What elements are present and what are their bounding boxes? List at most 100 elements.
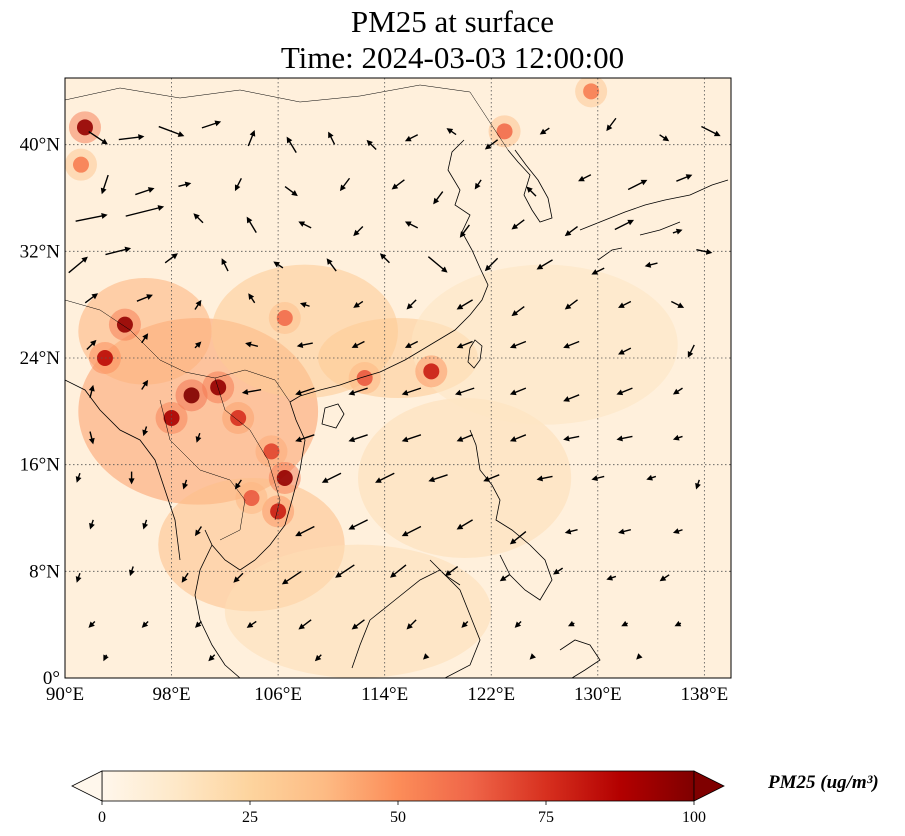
wind-vector-head <box>646 474 653 481</box>
wind-vector-head <box>348 436 356 443</box>
map-time-subtitle: Time: 2024-03-03 12:00:00 <box>280 40 625 75</box>
wind-vector <box>671 300 685 308</box>
wind-vector-shaft <box>118 136 141 141</box>
wind-vector-head <box>636 653 643 660</box>
wind-vector-head <box>246 622 254 628</box>
wind-vector-head <box>234 184 241 192</box>
wind-vector-shaft <box>566 340 580 348</box>
wind-vector <box>298 221 312 229</box>
latitude-tick-label: 16°N <box>20 455 61 476</box>
wind-vector-head <box>249 130 256 137</box>
wind-vector-head <box>351 623 359 630</box>
wind-vector-head <box>677 302 685 308</box>
wind-vector <box>84 293 99 304</box>
wind-vector-shaft <box>341 177 351 189</box>
wind-vector <box>526 186 537 197</box>
longitude-tick-label: 122°E <box>467 684 515 705</box>
wind-vector <box>578 174 592 182</box>
wind-vector-shaft <box>566 394 580 401</box>
wind-vector-head <box>563 396 570 402</box>
colorbar-tick-label: 50 <box>390 809 406 826</box>
wind-vector <box>567 620 575 627</box>
wind-vector-shaft <box>352 387 368 394</box>
wind-vector <box>348 434 368 443</box>
latitude-tick-label: 40°N <box>20 135 61 156</box>
wind-vector <box>88 384 95 398</box>
wind-vector-head <box>81 256 88 263</box>
wind-vector-shaft <box>460 340 473 348</box>
wind-vector-head <box>281 578 289 585</box>
wind-vector <box>208 654 216 662</box>
wind-vector <box>128 471 135 485</box>
wind-vector-head <box>459 231 466 238</box>
wind-vector-head <box>444 570 452 577</box>
wind-vector-shaft <box>447 565 459 575</box>
wind-vector <box>366 139 377 150</box>
wind-vector-shaft <box>701 125 718 135</box>
wind-vector-head <box>484 143 492 150</box>
wind-vector-head <box>616 435 623 442</box>
wind-vector-head <box>138 134 145 141</box>
wind-vector-head <box>75 476 82 483</box>
wind-vector-head <box>241 388 249 395</box>
wind-vector-shaft <box>378 472 395 482</box>
wind-vector-shaft <box>513 340 527 348</box>
wind-vector <box>564 299 578 310</box>
wind-vector <box>404 221 419 229</box>
wind-vector <box>672 434 683 441</box>
wind-vector-head <box>101 213 108 219</box>
pm25-hotspot <box>276 310 293 326</box>
wind-vector-head <box>406 623 413 630</box>
wind-vector-head <box>142 379 149 387</box>
wind-vector <box>299 302 310 308</box>
wind-vector-head <box>351 342 359 348</box>
wind-vector-head <box>88 384 95 392</box>
wind-vector-head <box>234 482 241 490</box>
wind-vector-shaft <box>136 295 150 302</box>
wind-vector-head <box>511 223 519 230</box>
wind-vector <box>563 340 580 349</box>
wind-vector <box>606 117 617 132</box>
wind-vector-head <box>379 253 387 260</box>
haze-region <box>224 544 492 678</box>
wind-vector-head <box>672 388 680 395</box>
wind-vector <box>529 653 536 660</box>
map-panel <box>65 78 731 678</box>
wind-vector-shaft <box>245 389 262 393</box>
wind-vector-head <box>563 435 570 442</box>
wind-vector <box>351 619 365 630</box>
wind-vector-shaft <box>248 219 257 234</box>
wind-vector-head <box>483 476 490 482</box>
wind-vector <box>644 261 658 268</box>
wind-vector-head <box>606 124 613 132</box>
wind-vector-shaft <box>298 525 315 535</box>
map-title: PM25 at surface <box>350 4 555 39</box>
wind-vector-head <box>404 342 412 348</box>
wind-vector <box>564 528 578 535</box>
wind-vector-shaft <box>201 122 218 129</box>
wind-vector-shaft <box>539 259 553 269</box>
wind-vector-shaft <box>298 387 315 394</box>
wind-vector-shaft <box>300 342 313 347</box>
map-border <box>64 77 732 679</box>
wind-vector-head <box>672 528 680 534</box>
wind-vector-shaft <box>405 434 422 441</box>
wind-vector <box>164 253 178 264</box>
wind-vector-head <box>295 530 302 537</box>
pm25-hotspot <box>230 410 247 426</box>
wind-vector <box>201 120 222 129</box>
wind-vector <box>614 219 635 231</box>
wind-vector <box>295 525 315 537</box>
wind-vector <box>348 387 368 396</box>
wind-vector-head <box>298 221 306 227</box>
wind-vector <box>348 519 368 530</box>
wind-vector-head <box>91 293 99 300</box>
wind-vector <box>511 305 525 317</box>
wind-vector-shaft <box>328 261 337 272</box>
wind-vector-shaft <box>514 305 525 315</box>
wind-vector-shaft <box>75 214 104 222</box>
pm25-hotspot <box>356 370 373 386</box>
pm25-hotspot <box>183 387 200 404</box>
wind-vector-head <box>509 342 517 349</box>
wind-vector-shaft <box>284 571 302 583</box>
